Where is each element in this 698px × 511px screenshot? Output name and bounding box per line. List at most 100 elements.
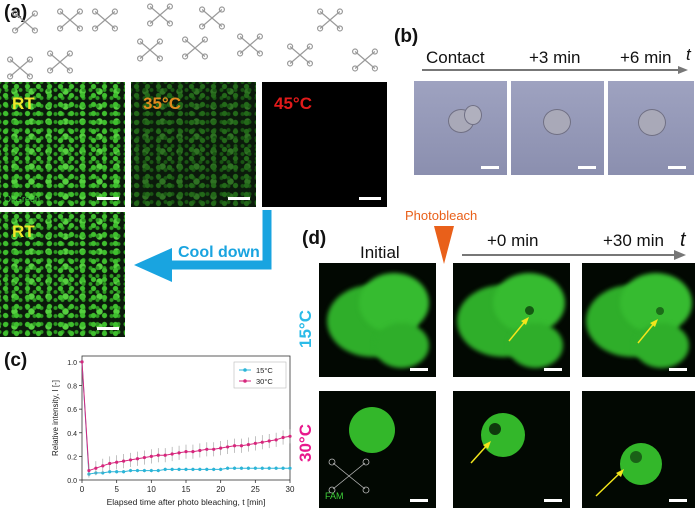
- data-point: [253, 441, 257, 445]
- series-1: [80, 360, 292, 478]
- b-step-contact: Contact: [426, 48, 485, 67]
- data-point: [128, 458, 133, 462]
- molecule-schematic: [7, 3, 378, 80]
- y-tick-label: 0.8: [67, 384, 77, 391]
- data-point: [246, 466, 250, 470]
- data-point: [80, 360, 84, 364]
- b-image-3min: [511, 81, 604, 175]
- photobleach-label: Photobleach: [405, 208, 478, 223]
- d-step-0min: +0 min: [487, 231, 539, 250]
- data-point: [205, 467, 209, 471]
- data-point: [253, 466, 257, 470]
- d-15c-0min: [453, 263, 570, 377]
- data-point: [135, 468, 140, 473]
- data-point: [232, 444, 237, 448]
- b-time-axis: t: [686, 45, 691, 64]
- x-tick-label: 5: [114, 485, 119, 494]
- row-label-15c: 15°C: [296, 310, 315, 348]
- fam-molecule-icon: [328, 458, 370, 494]
- x-tick-label: 0: [80, 485, 85, 494]
- data-point: [267, 439, 271, 443]
- data-point: [115, 470, 119, 474]
- data-point: [260, 466, 264, 470]
- data-point: [219, 467, 223, 471]
- b-step-3min: +3 min: [529, 48, 581, 67]
- panel-b-label: (b): [394, 26, 419, 47]
- data-point: [87, 468, 91, 473]
- d-30c-initial: FAM: [319, 391, 436, 508]
- data-point: [135, 457, 140, 461]
- y-tick-label: 0.0: [67, 478, 77, 485]
- data-point: [149, 468, 153, 473]
- data-point: [128, 468, 133, 473]
- tile-rt-after: RT: [0, 212, 125, 337]
- panel-d-label: (d): [302, 228, 327, 249]
- y-tick-label: 0.6: [67, 407, 77, 414]
- x-tick-label: 15: [182, 485, 191, 494]
- b-time-arrow: [422, 66, 688, 74]
- data-point: [198, 448, 202, 453]
- legend-label: 15°C: [256, 366, 273, 375]
- b-image-contact: [414, 81, 507, 175]
- data-point: [108, 461, 112, 466]
- data-point: [122, 470, 126, 474]
- data-point: [177, 451, 181, 455]
- data-point: [142, 468, 146, 473]
- frap-chart: 0 5 10 15 20 25 30 0.0 0.2 0.4 0.6 0.8 1.0 Elapsed ti…: [51, 355, 295, 507]
- data-point: [170, 467, 174, 471]
- legend-box: [233, 361, 287, 389]
- data-point: [212, 447, 216, 451]
- data-point: [260, 440, 264, 444]
- data-point: [149, 454, 153, 458]
- data-point: [226, 445, 230, 449]
- data-point: [108, 470, 112, 474]
- dye-label: FAM: [325, 491, 344, 501]
- panel-c-label: (c): [4, 350, 28, 371]
- data-point: [184, 467, 188, 471]
- data-point: [177, 467, 181, 471]
- stain-label: OliGreen: [4, 194, 41, 204]
- data-point: [267, 466, 271, 470]
- panel-a-label: (a): [4, 2, 28, 23]
- label-35c: 35°C: [143, 94, 181, 113]
- legend-marker: [243, 368, 247, 372]
- x-tick-label: 30: [286, 485, 295, 494]
- row-label-30c: 30°C: [296, 424, 315, 462]
- x-tick-label: 10: [147, 485, 156, 494]
- label-rt: RT: [12, 94, 35, 113]
- d-15c-initial: [319, 263, 436, 377]
- data-point: [288, 434, 292, 438]
- data-point: [115, 460, 119, 464]
- data-point: [239, 466, 244, 470]
- label-rt-after: RT: [12, 222, 35, 241]
- data-point: [205, 447, 209, 451]
- data-point: [94, 466, 98, 470]
- y-axis-label: Relative intensity, I [-]: [51, 380, 60, 456]
- data-point: [226, 466, 230, 470]
- data-point: [219, 446, 223, 450]
- data-point: [281, 435, 285, 440]
- d-time-axis: t: [680, 229, 686, 251]
- data-point: [122, 459, 126, 463]
- tile-35c: 35°C: [131, 82, 256, 207]
- d-15c-30min: [582, 263, 695, 377]
- x-tick-label: 25: [251, 485, 260, 494]
- x-axis-label: Elapsed time after photo bleaching, t [m…: [107, 497, 266, 507]
- tile-45c: 45°C: [262, 82, 387, 207]
- b-image-6min: [608, 81, 694, 175]
- x-tick-label: 20: [216, 485, 225, 494]
- data-point: [184, 450, 188, 454]
- data-point: [281, 466, 285, 470]
- tile-rt: RT OliGreen: [0, 82, 125, 207]
- b-step-6min: +6 min: [620, 48, 672, 67]
- data-point: [163, 467, 167, 471]
- data-point: [191, 467, 195, 471]
- data-point: [198, 467, 202, 471]
- cool-down-arrow: [134, 210, 272, 282]
- data-point: [156, 468, 160, 473]
- y-tick-label: 1.0: [67, 360, 77, 367]
- y-tick-label: 0.2: [67, 454, 77, 461]
- legend-marker: [243, 379, 247, 383]
- data-point: [288, 466, 292, 470]
- d-step-30min: +30 min: [603, 231, 664, 250]
